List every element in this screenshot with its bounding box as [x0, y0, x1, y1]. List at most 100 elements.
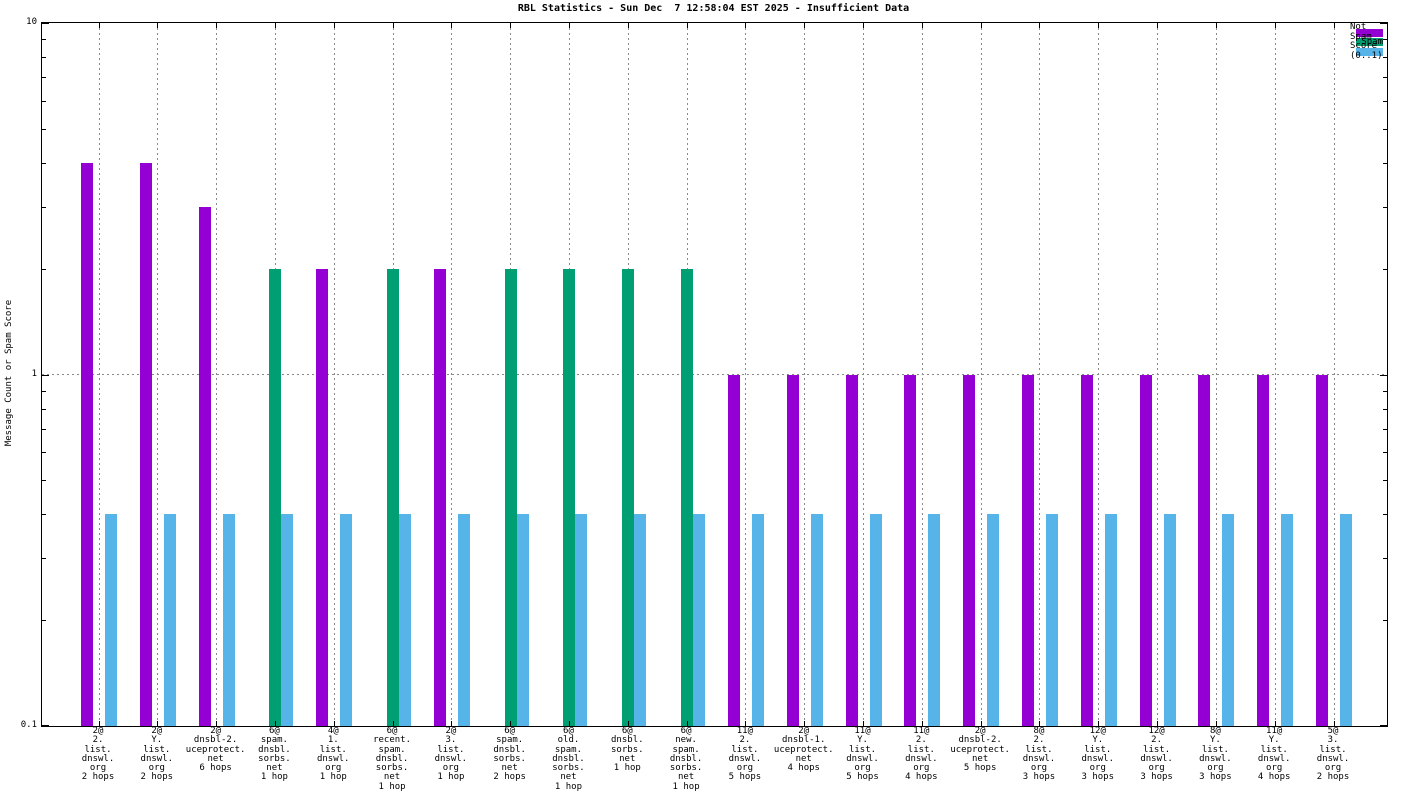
bar-score: [105, 514, 117, 726]
x-tick-label: 11@ 2. list. dnswl. org 5 hops: [705, 726, 785, 783]
gridline-x: [921, 23, 923, 726]
y-tick-minor: [42, 57, 46, 59]
x-label-line: org: [89, 763, 107, 774]
x-label-line: list.: [731, 744, 759, 755]
x-label-line: 6@: [386, 726, 398, 736]
x-label-line: 3 hops: [1199, 772, 1232, 783]
x-tick-label: 6@ old. spam. dnsbl. sorbs. net 1 hop: [528, 726, 608, 792]
x-label-line: 5 hops: [728, 772, 762, 783]
x-label-line: org: [1030, 763, 1048, 774]
x-tick-label: 6@ spam. dnsbl. sorbs. net 2 hops: [470, 726, 550, 783]
x-label-line: 2 hops: [81, 772, 115, 783]
y-tick-minor: [1383, 514, 1387, 516]
legend-label: Spam: [1361, 36, 1383, 47]
x-tick-label: 6@ new. spam. dnsbl. sorbs. net 1 hop: [646, 726, 726, 792]
x-label-line: 1.: [327, 735, 339, 746]
y-tick-major: [42, 23, 49, 24]
bar-score: [1340, 514, 1352, 726]
x-tick-label: 6@ recent. spam. dnsbl. sorbs. net 1 hop: [352, 726, 432, 792]
x-label-line: org: [1266, 763, 1283, 774]
x-label-line: dnswl.: [1199, 753, 1232, 764]
x-label-line: 11@: [854, 726, 871, 736]
x-tick-bottom: [1098, 721, 1100, 726]
y-tick-minor: [42, 206, 46, 208]
x-label-line: dnsbl.: [552, 753, 585, 764]
y-tick-minor: [1383, 100, 1387, 102]
y-tick-minor: [42, 514, 46, 516]
gridline-y-1: [42, 374, 1387, 375]
x-label-line: org: [1089, 763, 1106, 774]
y-tick-minor: [42, 268, 46, 270]
x-tick-bottom: [216, 721, 218, 726]
x-label-line: list.: [1025, 744, 1053, 755]
x-label-line: 1 hop: [319, 772, 347, 783]
x-label-line: 2@: [92, 726, 104, 736]
x-label-line: 8@: [1033, 726, 1045, 736]
x-tick-top: [1157, 23, 1159, 28]
bar-score: [869, 514, 882, 726]
y-tick-label: 10: [26, 17, 37, 27]
bar-spam: [622, 268, 635, 726]
x-label-line: 11@: [1266, 726, 1283, 736]
x-tick-top: [274, 23, 276, 28]
x-label-line: sorbs.: [375, 763, 409, 774]
x-label-line: 2@: [445, 726, 457, 736]
gridline-x: [1039, 23, 1041, 726]
chart-title: RBL Statistics - Sun Dec 7 12:58:04 EST …: [517, 3, 910, 14]
y-tick-minor: [42, 620, 46, 622]
x-tick-top: [568, 23, 570, 28]
x-tick-label: 2@ dnsbl-1. uceprotect. net 4 hops: [764, 726, 844, 773]
x-tick-bottom: [98, 721, 100, 726]
x-label-line: Y.: [1268, 735, 1280, 746]
x-label-line: dnswl.: [1022, 753, 1056, 764]
bar-spam: [681, 268, 694, 726]
bar-not-spam: [81, 162, 93, 726]
x-label-line: org: [1148, 763, 1165, 774]
x-label-line: dnsbl.: [669, 753, 703, 764]
x-label-line: dnsbl.: [611, 735, 644, 746]
x-label-line: uceprotect.: [950, 744, 1010, 755]
bar-not-spam: [1080, 374, 1093, 726]
y-tick-label: 1: [31, 368, 37, 379]
bar-not-spam: [198, 206, 211, 726]
bar-not-spam: [1139, 374, 1152, 726]
legend-item-not-spam: Not Spam: [1350, 23, 1383, 42]
x-label-line: 5 hops: [846, 772, 879, 783]
x-label-line: list.: [1319, 744, 1347, 755]
bar-score: [810, 514, 823, 726]
x-label-line: sorbs.: [258, 753, 291, 764]
x-tick-top: [392, 23, 394, 28]
x-label-line: Y.: [857, 735, 868, 746]
bar-not-spam: [433, 268, 446, 726]
y-tick-minor: [1383, 620, 1387, 622]
y-tick-minor: [1383, 480, 1387, 482]
x-tick-bottom: [745, 721, 747, 726]
x-label-line: sorbs.: [611, 744, 644, 755]
x-label-line: 1 hop: [378, 781, 406, 792]
gridline-x: [1215, 23, 1217, 726]
y-tick-major: [1380, 725, 1387, 726]
gridline-x: [745, 23, 747, 726]
bar-not-spam: [1257, 374, 1270, 726]
x-tick-bottom: [274, 721, 276, 726]
bar-score: [1281, 514, 1294, 726]
x-label-line: 2.: [1033, 735, 1045, 746]
x-label-line: dnswl.: [140, 753, 174, 764]
bar-score: [1104, 514, 1117, 726]
bar-score: [399, 514, 412, 726]
x-label-line: old.: [557, 735, 580, 746]
y-tick-minor: [1383, 428, 1387, 430]
bar-score: [751, 514, 764, 726]
x-label-line: 2.: [1151, 735, 1162, 746]
y-tick-minor: [1383, 268, 1387, 270]
x-label-line: uceprotect.: [185, 744, 246, 755]
x-tick-bottom: [392, 721, 394, 726]
x-label-line: 1 hop: [554, 781, 583, 792]
x-tick-bottom: [980, 721, 982, 726]
bar-spam: [504, 268, 517, 726]
x-label-line: dnswl.: [846, 753, 879, 764]
gridline-x: [1157, 23, 1159, 726]
bar-not-spam: [904, 374, 917, 726]
x-label-line: net: [795, 753, 812, 764]
x-label-line: dnswl.: [1140, 753, 1173, 764]
